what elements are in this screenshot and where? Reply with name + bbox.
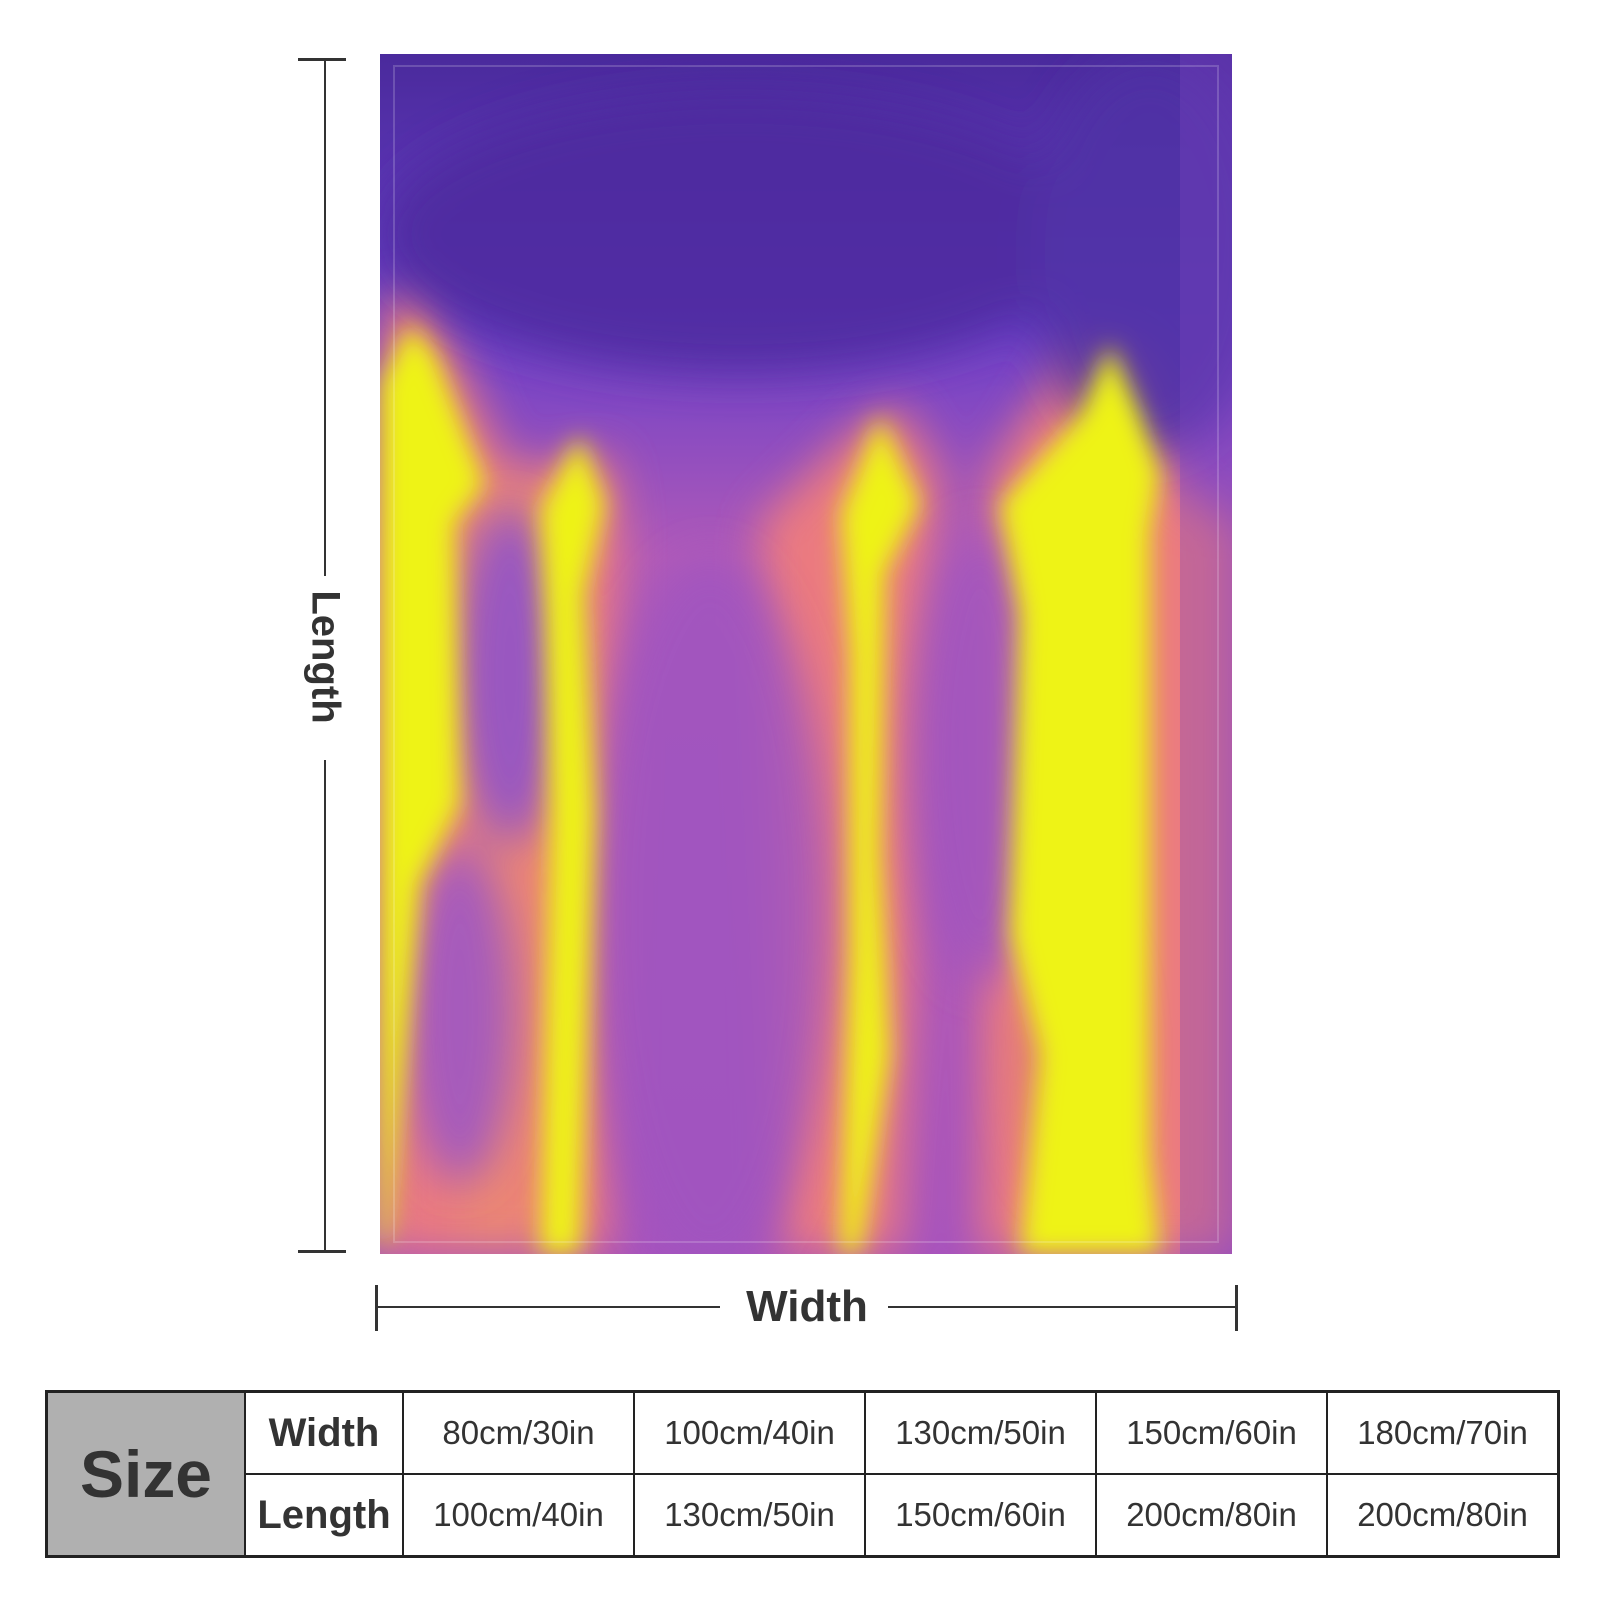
width-label: Width — [746, 1282, 868, 1331]
size-cell: 150cm/60in — [864, 1473, 1097, 1558]
size-cell: 150cm/60in — [1095, 1390, 1328, 1475]
size-cell: 130cm/50in — [633, 1473, 866, 1558]
size-header: Size — [45, 1390, 246, 1558]
blanket-image — [380, 54, 1232, 1254]
length-cap-top — [298, 58, 346, 61]
width-line-left — [376, 1306, 720, 1308]
width-cap-left — [375, 1285, 378, 1331]
row-label-length: Length — [244, 1473, 404, 1558]
size-cell: 130cm/50in — [864, 1390, 1097, 1475]
size-cell: 200cm/80in — [1095, 1473, 1328, 1558]
size-cell: 80cm/30in — [402, 1390, 635, 1475]
width-cap-right — [1235, 1285, 1238, 1331]
length-cap-bottom — [298, 1250, 346, 1253]
row-label-width: Width — [244, 1390, 404, 1475]
size-row-width: Size Width 80cm/30in 100cm/40in 130cm/50… — [45, 1390, 1560, 1558]
size-table: Size Width 80cm/30in 100cm/40in 130cm/50… — [45, 1390, 1560, 1558]
size-cell: 200cm/80in — [1326, 1473, 1560, 1558]
size-row-length: Length 100cm/40in 130cm/50in 150cm/60in … — [47, 1473, 1560, 1558]
size-cell: 180cm/70in — [1326, 1390, 1560, 1475]
size-cell: 100cm/40in — [633, 1390, 866, 1475]
width-line-right — [888, 1306, 1237, 1308]
length-label: Length — [303, 590, 348, 724]
blanket-artwork — [380, 54, 1232, 1254]
size-cell: 100cm/40in — [402, 1473, 635, 1558]
length-line-top — [324, 59, 326, 576]
length-line-bottom — [324, 760, 326, 1252]
